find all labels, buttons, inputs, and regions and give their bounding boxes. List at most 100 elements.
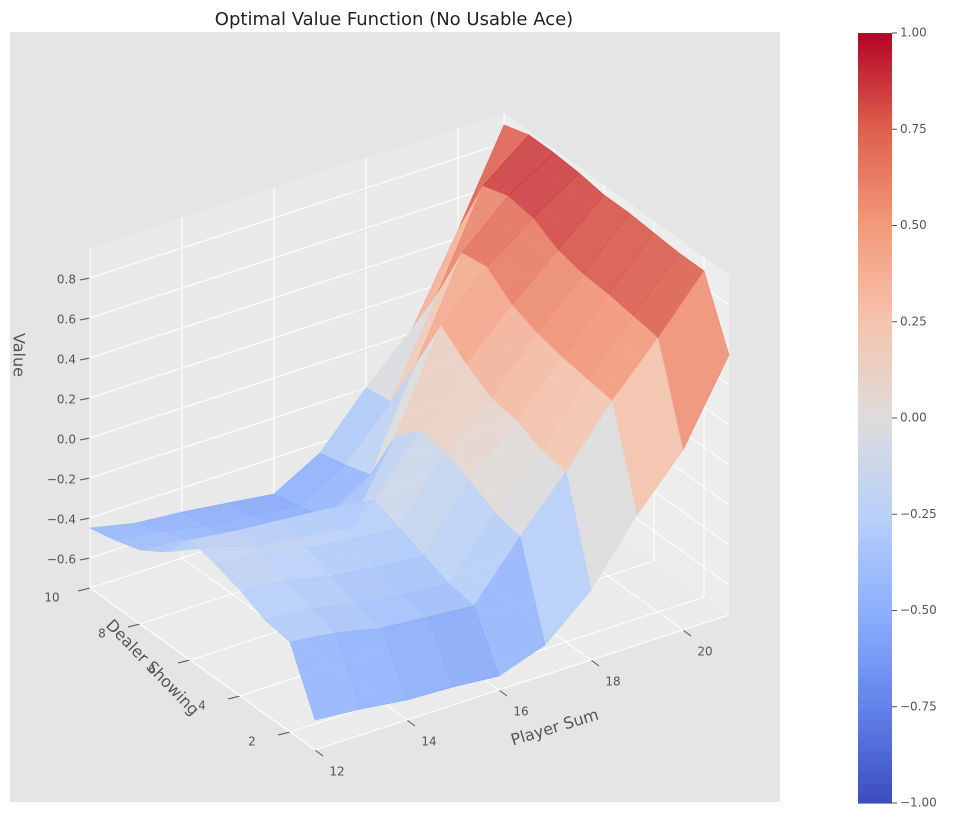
x-tick-label: 20: [697, 645, 712, 659]
colorbar-swatch: [858, 276, 892, 284]
colorbar-swatch: [858, 97, 892, 105]
colorbar-swatch: [858, 674, 892, 682]
colorbar-swatch: [858, 462, 892, 470]
colorbar-swatch: [858, 289, 892, 297]
y-tick-label: 8: [98, 627, 106, 641]
y-tick-label: 10: [44, 591, 59, 605]
colorbar-swatch: [858, 39, 892, 47]
colorbar-swatch: [858, 77, 892, 85]
colorbar-swatch: [858, 552, 892, 560]
colorbar-swatch: [858, 443, 892, 451]
z-tick-label: −0.4: [47, 513, 76, 527]
colorbar-swatch: [858, 681, 892, 689]
colorbar-swatch: [858, 629, 892, 637]
colorbar-swatch: [858, 527, 892, 535]
colorbar-swatch: [858, 270, 892, 278]
x-tick-label: 14: [421, 735, 436, 749]
colorbar-tick-label: −1.00: [900, 796, 937, 810]
colorbar-swatch: [858, 251, 892, 259]
colorbar-swatch: [858, 308, 892, 316]
colorbar-swatch: [858, 129, 892, 137]
colorbar-swatch: [858, 283, 892, 291]
y-tick-label: 6: [148, 663, 156, 677]
colorbar-swatch: [858, 726, 892, 734]
x-tick-label: 12: [329, 765, 344, 779]
colorbar-swatch: [858, 565, 892, 573]
z-tick: [79, 557, 91, 561]
colorbar-swatch: [858, 661, 892, 669]
colorbar-swatch: [858, 142, 892, 150]
colorbar-swatch: [858, 687, 892, 695]
colorbar-swatch: [858, 642, 892, 650]
colorbar-swatch: [858, 770, 892, 778]
colorbar-swatch: [858, 33, 892, 41]
z-tick-label: −0.2: [47, 473, 76, 487]
colorbar-swatch: [858, 456, 892, 464]
colorbar-swatch: [858, 174, 892, 182]
colorbar-swatch: [858, 321, 892, 329]
colorbar-swatch: [858, 668, 892, 676]
x-tick: [590, 659, 600, 667]
colorbar-tick-label: 0.00: [900, 411, 927, 425]
colorbar-swatch: [858, 693, 892, 701]
colorbar-swatch: [858, 58, 892, 66]
axis-line: [314, 614, 730, 751]
colorbar-swatch: [858, 636, 892, 644]
colorbar-swatch: [858, 238, 892, 246]
colorbar-swatch: [858, 591, 892, 599]
colorbar-swatch: [858, 257, 892, 265]
z-tick-label: 0.4: [57, 353, 76, 367]
colorbar-swatch: [858, 122, 892, 130]
colorbar-swatch: [858, 418, 892, 426]
colorbar-swatch: [858, 706, 892, 714]
z-tick: [79, 317, 91, 321]
x-tick-label: 16: [513, 705, 528, 719]
colorbar-swatch: [858, 231, 892, 239]
z-axis-label: Value: [10, 333, 29, 377]
colorbar-swatch: [858, 206, 892, 214]
colorbar-swatch: [858, 225, 892, 233]
colorbar-swatch: [858, 738, 892, 746]
colorbar-swatch: [858, 161, 892, 169]
colorbar-swatch: [858, 193, 892, 201]
colorbar-swatch: [858, 52, 892, 60]
x-tick: [682, 629, 692, 637]
scene: 12 14 16 18 20 2 4 6 8 10 −0.6 −0.4 −0.2 0.0 0.2 0.4 0.6…: [44, 113, 730, 779]
colorbar-swatch: [858, 745, 892, 753]
colorbar-tick-label: −0.25: [900, 507, 937, 521]
colorbar-tick-label: 0.75: [900, 122, 927, 136]
colorbar-swatch: [858, 405, 892, 413]
colorbar-swatch: [858, 302, 892, 310]
colorbar-swatch: [858, 790, 892, 798]
colorbar-swatch: [858, 341, 892, 349]
colorbar-swatch: [858, 597, 892, 605]
colorbar-swatch: [858, 796, 892, 804]
z-tick: [79, 397, 91, 401]
colorbar-swatch: [858, 110, 892, 118]
colorbar-swatch: [858, 366, 892, 374]
colorbar-swatch: [858, 167, 892, 175]
chart-title: Optimal Value Function (No Usable Ace): [215, 9, 573, 30]
z-tick-label: 0.0: [57, 433, 76, 447]
colorbar-swatch: [858, 379, 892, 387]
colorbar-swatch: [858, 655, 892, 663]
colorbar-swatch: [858, 360, 892, 368]
grid-line: [89, 142, 505, 279]
z-tick: [79, 517, 91, 521]
colorbar-swatch: [858, 430, 892, 438]
colorbar-swatch: [858, 623, 892, 631]
colorbar-swatch: [858, 488, 892, 496]
colorbar-swatch: [858, 546, 892, 554]
colorbar-swatch: [858, 296, 892, 304]
colorbar-swatch: [858, 353, 892, 361]
colorbar-swatch: [858, 135, 892, 143]
y-tick: [177, 659, 191, 664]
colorbar-tick-label: −0.75: [900, 699, 937, 713]
colorbar-swatch: [858, 315, 892, 323]
colorbar-swatch: [858, 334, 892, 342]
colorbar-swatch: [858, 533, 892, 541]
colorbar-swatch: [858, 347, 892, 355]
colorbar-swatch: [858, 469, 892, 477]
colorbar-swatch: [858, 559, 892, 567]
